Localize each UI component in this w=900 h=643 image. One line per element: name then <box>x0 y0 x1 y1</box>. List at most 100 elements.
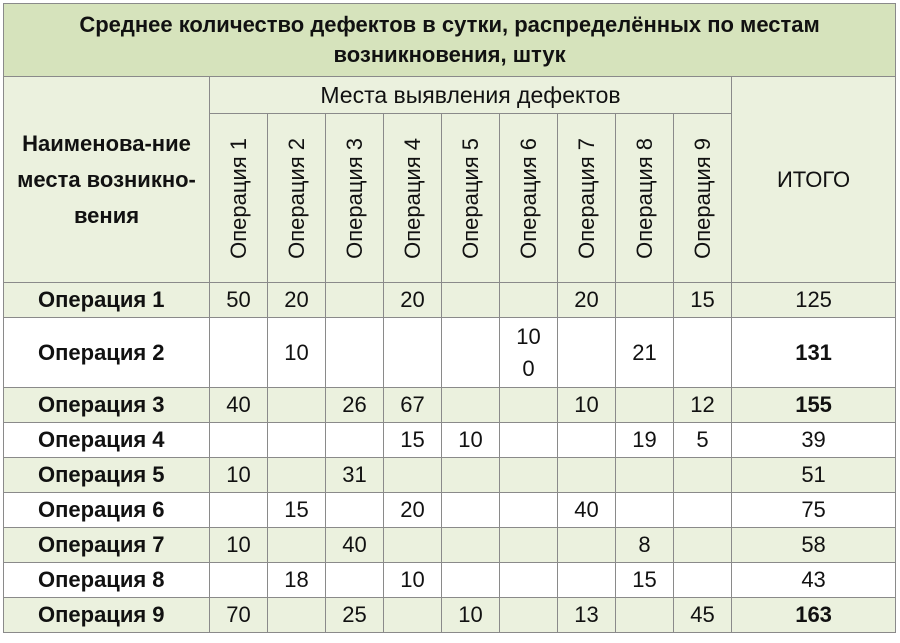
table-cell <box>383 527 442 563</box>
table-cell <box>615 597 674 633</box>
column-header-5: Операция 5 <box>441 113 500 283</box>
table-cell <box>267 597 326 633</box>
table-cell <box>441 387 500 423</box>
table-cell <box>267 527 326 563</box>
table-cell-value: 100 <box>516 323 541 381</box>
table-cell: 20 <box>557 282 616 318</box>
row-name: Операция 1 <box>3 282 210 318</box>
table-cell <box>325 422 384 458</box>
column-header-7: Операция 7 <box>557 113 616 283</box>
total-header: ИТОГО <box>730 76 897 283</box>
table-row: Операция 8 18 10 15 43 <box>3 562 897 598</box>
column-header-4: Операция 4 <box>383 113 442 283</box>
column-header-label: Операция 3 <box>341 137 367 259</box>
table-cell <box>383 317 442 388</box>
table-cell: 13 <box>557 597 616 633</box>
table-cell <box>557 457 616 493</box>
column-header-8: Операция 8 <box>615 113 674 283</box>
table-cell <box>673 562 732 598</box>
table-cell: 10 <box>383 562 442 598</box>
row-total: 43 <box>730 562 897 598</box>
table-cell <box>673 527 732 563</box>
row-name: Операция 3 <box>3 387 210 423</box>
table-cell <box>499 387 558 423</box>
column-header-3: Операция 3 <box>325 113 384 283</box>
table-cell <box>325 492 384 528</box>
column-header-label: Операция 6 <box>515 137 541 259</box>
row-total: 58 <box>730 527 897 563</box>
table-cell: 40 <box>325 527 384 563</box>
table-cell: 25 <box>325 597 384 633</box>
table-cell: 15 <box>267 492 326 528</box>
row-total: 75 <box>730 492 897 528</box>
row-header: Наименова-ние места возникно-вения <box>3 76 210 283</box>
table-cell <box>441 527 500 563</box>
table-cell <box>499 562 558 598</box>
row-total: 155 <box>730 387 897 423</box>
table-cell: 40 <box>557 492 616 528</box>
table-cell: 10 <box>557 387 616 423</box>
table-cell: 10 <box>209 527 268 563</box>
table-cell <box>615 282 674 318</box>
table-cell <box>325 282 384 318</box>
table-cell: 20 <box>383 492 442 528</box>
table-cell <box>441 457 500 493</box>
table-row: Операция 7 10 40 8 58 <box>3 527 897 563</box>
row-name: Операция 5 <box>3 457 210 493</box>
table-cell: 12 <box>673 387 732 423</box>
column-header-label: Операция 7 <box>573 137 599 259</box>
table-cell <box>267 457 326 493</box>
table-cell: 10 <box>209 457 268 493</box>
defects-table: Среднее количество дефектов в сутки, рас… <box>2 3 897 633</box>
column-header-2: Операция 2 <box>267 113 326 283</box>
table-cell <box>557 527 616 563</box>
table-cell: 10 <box>267 317 326 388</box>
table-cell <box>383 597 442 633</box>
table-row: Операция 1 50 20 20 20 15 125 <box>3 282 897 318</box>
table-cell <box>325 317 384 388</box>
table-cell <box>499 282 558 318</box>
table-cell <box>673 317 732 388</box>
group-header: Места выявления дефектов <box>209 76 732 114</box>
table-cell: 15 <box>673 282 732 318</box>
table-cell: 10 <box>441 597 500 633</box>
table-cell: 45 <box>673 597 732 633</box>
table-cell: 15 <box>615 562 674 598</box>
table-cell <box>267 422 326 458</box>
row-name: Операция 9 <box>3 597 210 633</box>
table-row: Операция 4 15 10 19 5 39 <box>3 422 897 458</box>
row-total: 39 <box>730 422 897 458</box>
column-header-label: Операция 8 <box>631 137 657 259</box>
table-cell <box>557 422 616 458</box>
table-cell: 8 <box>615 527 674 563</box>
table-cell <box>499 527 558 563</box>
table-cell: 20 <box>383 282 442 318</box>
column-header-label: Операция 4 <box>399 137 425 259</box>
table-cell <box>267 387 326 423</box>
table-cell: 15 <box>383 422 442 458</box>
row-name: Операция 6 <box>3 492 210 528</box>
row-total: 51 <box>730 457 897 493</box>
row-total: 163 <box>730 597 897 633</box>
table-row: Операция 2 10 100 21 131 <box>3 317 897 388</box>
table-cell: 67 <box>383 387 442 423</box>
column-header-label: Операция 1 <box>225 137 251 259</box>
column-header-label: Операция 9 <box>689 137 715 259</box>
table-cell <box>209 317 268 388</box>
table-cell: 26 <box>325 387 384 423</box>
table-title: Среднее количество дефектов в сутки, рас… <box>2 3 897 77</box>
table-cell <box>441 282 500 318</box>
row-name: Операция 7 <box>3 527 210 563</box>
table-cell <box>615 457 674 493</box>
table-cell <box>557 317 616 388</box>
table-cell: 31 <box>325 457 384 493</box>
column-header-label: Операция 2 <box>283 137 309 259</box>
table-cell: 40 <box>209 387 268 423</box>
table-cell <box>441 562 500 598</box>
table-cell <box>209 422 268 458</box>
table-cell <box>325 562 384 598</box>
table-cell: 100 <box>499 317 558 388</box>
table-cell <box>673 457 732 493</box>
table-cell <box>557 562 616 598</box>
table-cell <box>499 597 558 633</box>
